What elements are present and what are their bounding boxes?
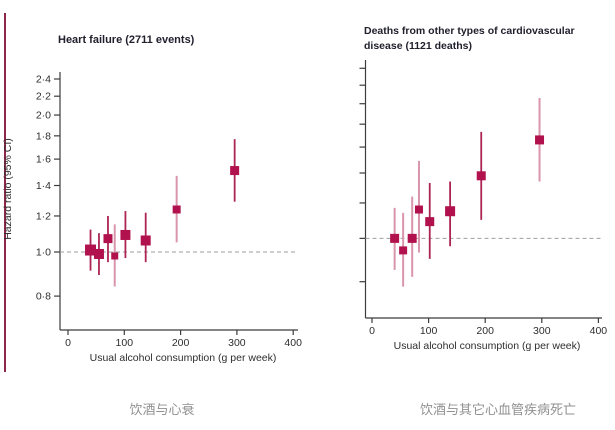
data-point-marker [535, 135, 545, 145]
x-tick-label: 400 [284, 337, 302, 349]
data-point-marker [103, 234, 113, 244]
data-point-marker [111, 252, 119, 260]
y-tick-label: 1·4 [36, 180, 51, 192]
data-point-marker [407, 233, 417, 243]
y-tick-label: 1·0 [36, 246, 51, 258]
other-cvd-deaths-chart: 0 100 200 300 400 [359, 60, 608, 337]
data-point-marker [120, 229, 131, 240]
x-tick-label: 100 [116, 337, 134, 349]
charts-canvas: 2·4 2·2 2·0 1·8 1·6 1·4 1·2 1·0 0·8 0 100 200 300 400… [36, 60, 608, 349]
x-tick-label: 200 [172, 337, 190, 349]
caption-right: 饮酒与其它心血管疾病死亡 [419, 402, 576, 417]
y-tick-label: 1·8 [36, 130, 51, 142]
data-point-marker [172, 205, 181, 214]
caption-left: 饮酒与心衰 [129, 402, 195, 417]
data-point-marker [85, 244, 97, 256]
x-axis-label-right: Usual alcohol consumption (g per week) [393, 340, 581, 352]
y-tick-label: 0·8 [36, 291, 51, 303]
left-accent-rule [4, 13, 6, 372]
y-tick-label: 2·0 [36, 110, 51, 122]
x-tick-label: 300 [228, 337, 246, 349]
heart-failure-chart: 2·4 2·2 2·0 1·8 1·6 1·4 1·2 1·0 0·8 0 100 200 300 400 [36, 72, 302, 349]
data-point-marker [476, 171, 486, 181]
y-tick-label: 2·2 [36, 91, 51, 103]
data-point-marker [425, 217, 435, 227]
x-tick-label: 0 [65, 337, 71, 349]
chart-title-heart-failure: Heart failure (2711 events) [58, 34, 195, 46]
y-tick-label: 2·4 [36, 74, 51, 86]
chart-title-other-cvd: Deaths from other types of cardiovascula… [364, 25, 575, 52]
y-tick-label: 1·6 [36, 154, 51, 166]
x-tick-label: 400 [590, 325, 608, 337]
data-point-marker [230, 166, 240, 176]
x-tick-label: 300 [533, 325, 551, 337]
y-tick-label: 1·2 [36, 210, 51, 222]
data-point-marker [93, 248, 104, 259]
data-point-marker [140, 235, 151, 246]
data-point-marker [414, 205, 423, 214]
x-tick-label: 0 [369, 325, 375, 337]
y-axis-label: Hazard ratio (95% CI) [2, 138, 14, 240]
data-point-marker [399, 246, 408, 255]
data-point-marker [445, 206, 456, 217]
x-tick-label: 100 [420, 325, 438, 337]
x-tick-label: 200 [476, 325, 494, 337]
data-point-marker [390, 233, 400, 243]
x-axis-label-left: Usual alcohol consumption (g per week) [89, 352, 277, 364]
